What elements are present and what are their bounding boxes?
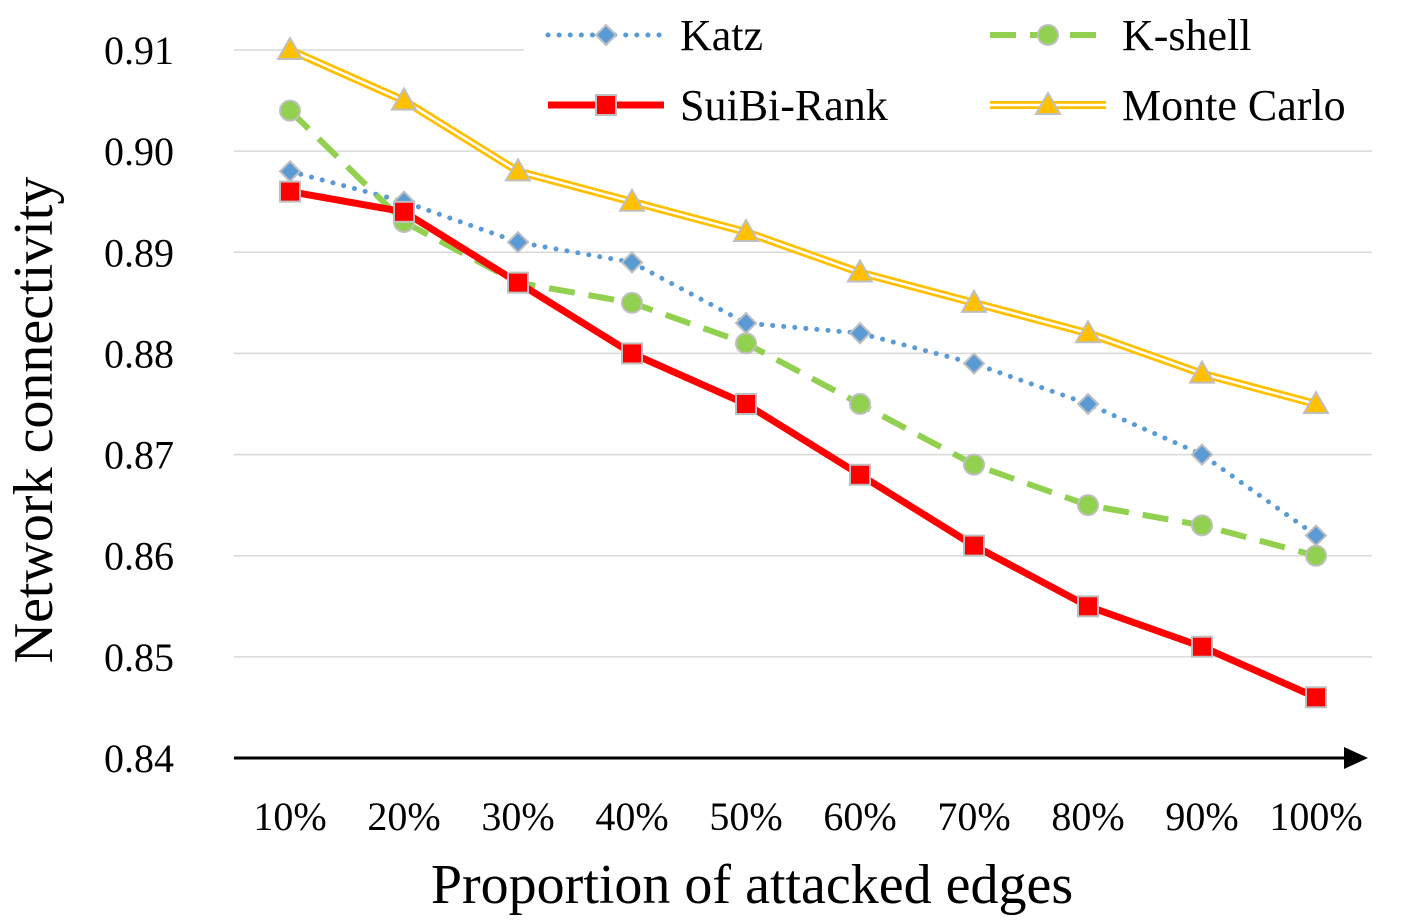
data-point-k-shell: [1305, 544, 1327, 567]
data-point-k-shell: [279, 99, 301, 122]
y-tick-label: 0.88: [104, 331, 174, 376]
series-line-suibi-rank: [289, 188, 1318, 701]
data-point-monte-carlo: [732, 218, 760, 243]
data-point-katz: [278, 159, 302, 183]
series-k-shell: [279, 99, 1327, 567]
data-point-k-shell: [735, 332, 757, 355]
y-tick-label: 0.91: [104, 28, 174, 73]
data-point-suibi-rank: [1191, 635, 1213, 658]
data-point-suibi-rank: [279, 180, 301, 203]
legend: Katz K-shell SuiBi-Rank Monte Carlo: [524, 8, 1404, 136]
data-point-katz: [506, 230, 530, 254]
x-tick-label: 60%: [823, 794, 896, 839]
data-point-monte-carlo: [846, 258, 874, 283]
data-point-k-shell: [1077, 494, 1099, 517]
y-tick-label: 0.86: [104, 534, 174, 579]
legend-label-katz: Katz: [680, 11, 763, 60]
data-point-monte-carlo: [1302, 389, 1330, 414]
legend-label-monte-carlo: Monte Carlo: [1122, 81, 1346, 130]
y-tick-label: 0.84: [104, 736, 174, 781]
data-point-katz: [1076, 392, 1100, 416]
data-point-suibi-rank: [849, 463, 871, 486]
data-point-katz: [1304, 524, 1328, 547]
legend-label-k-shell: K-shell: [1122, 11, 1252, 60]
x-tick-label: 50%: [709, 794, 782, 839]
x-tick-label: 70%: [937, 794, 1010, 839]
data-point-katz: [848, 321, 872, 345]
legend-marker-k-shell: [1037, 24, 1059, 46]
x-tick-label: 40%: [595, 794, 668, 839]
gridlines: [234, 49, 1372, 658]
data-point-monte-carlo: [504, 157, 532, 182]
x-tick-label: 10%: [253, 794, 326, 839]
legend-entry-katz: Katz: [545, 11, 763, 60]
x-axis-arrowhead: [1344, 747, 1368, 769]
series-monte-carlo: [276, 35, 1330, 414]
y-tick-label: 0.85: [104, 635, 174, 680]
x-axis: [234, 747, 1368, 769]
data-point-k-shell: [621, 291, 643, 314]
legend-marker-suibi-rank: [595, 94, 617, 116]
x-tick-label: 30%: [481, 794, 554, 839]
data-point-suibi-rank: [507, 271, 529, 294]
y-axis-title: Network connectivity: [3, 177, 65, 664]
x-tick-label: 90%: [1165, 794, 1238, 839]
series-line-katz: [287, 168, 1319, 538]
data-point-k-shell: [1191, 514, 1213, 537]
data-point-suibi-rank: [963, 534, 985, 557]
series-layer: [276, 35, 1330, 709]
legend-entry-k-shell: K-shell: [990, 11, 1252, 60]
data-point-katz: [734, 311, 758, 335]
x-tick-label: 80%: [1051, 794, 1124, 839]
data-point-katz: [1190, 443, 1214, 466]
data-point-katz: [620, 250, 644, 274]
legend-marker-monte-carlo: [1034, 90, 1062, 115]
data-point-katz: [962, 352, 986, 375]
y-axis-ticks: 0.84 0.85 0.86 0.87 0.88 0.89 0.90 0.91: [104, 28, 174, 781]
x-axis-ticks: 10% 20% 30% 40% 50% 60% 70% 80% 90% 100%: [253, 794, 1362, 839]
series-suibi-rank: [279, 180, 1327, 709]
data-point-monte-carlo: [1074, 319, 1102, 344]
legend-entry-suibi-rank: SuiBi-Rank: [548, 81, 888, 130]
data-point-monte-carlo: [960, 288, 988, 313]
legend-background: [524, 8, 1404, 136]
x-tick-label: 100%: [1269, 794, 1362, 839]
y-tick-label: 0.90: [104, 129, 174, 174]
data-point-suibi-rank: [621, 342, 643, 365]
data-point-monte-carlo: [618, 187, 646, 212]
y-tick-label: 0.89: [104, 230, 174, 275]
legend-marker-katz: [594, 23, 618, 47]
series-line-k-shell: [287, 108, 1317, 559]
x-axis-title: Proportion of attacked edges: [431, 854, 1073, 916]
data-point-suibi-rank: [1305, 686, 1327, 709]
data-point-suibi-rank: [735, 393, 757, 415]
data-point-suibi-rank: [1077, 595, 1099, 618]
legend-entry-monte-carlo: Monte Carlo: [990, 81, 1346, 130]
data-point-monte-carlo: [390, 86, 418, 111]
series-line-monte-carlo-inner: [289, 48, 1317, 406]
x-tick-label: 20%: [367, 794, 440, 839]
legend-label-suibi-rank: SuiBi-Rank: [680, 81, 888, 130]
data-point-suibi-rank: [393, 200, 415, 223]
data-point-k-shell: [963, 453, 985, 476]
data-point-monte-carlo: [276, 35, 304, 60]
data-point-k-shell: [849, 393, 871, 415]
data-point-monte-carlo: [1188, 359, 1216, 384]
y-tick-label: 0.87: [104, 433, 174, 478]
